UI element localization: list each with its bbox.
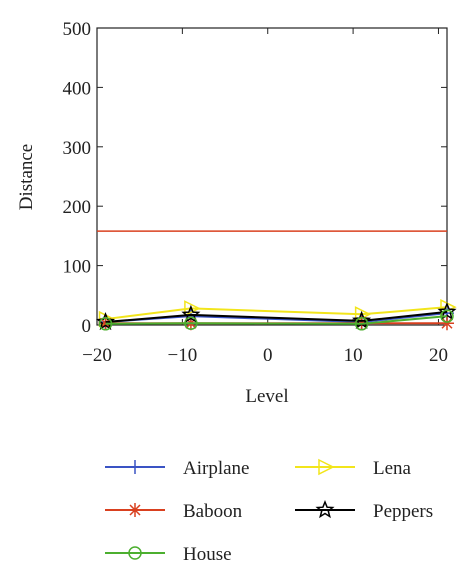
legend-marker bbox=[128, 546, 142, 560]
series bbox=[98, 309, 454, 331]
legend-marker bbox=[128, 503, 142, 517]
marker bbox=[440, 316, 454, 331]
y-axis-label: Distance bbox=[16, 144, 37, 210]
marker bbox=[98, 317, 113, 331]
series-line bbox=[105, 310, 448, 324]
legend-label: Airplane bbox=[183, 458, 249, 479]
y-tick-label: 200 bbox=[63, 197, 92, 218]
legend-marker bbox=[128, 460, 142, 474]
series-line bbox=[105, 306, 448, 321]
marker bbox=[95, 311, 116, 331]
x-tick-label: 20 bbox=[429, 345, 448, 366]
marker bbox=[184, 316, 198, 330]
legend-label: Lena bbox=[373, 458, 412, 479]
series bbox=[98, 298, 457, 328]
x-tick-label: −20 bbox=[82, 345, 112, 366]
x-axis-label: Level bbox=[245, 386, 288, 407]
y-tick-label: 400 bbox=[63, 78, 92, 99]
x-tick-label: 0 bbox=[263, 345, 273, 366]
series-line bbox=[105, 315, 448, 325]
x-tick-label: 10 bbox=[344, 345, 363, 366]
series bbox=[95, 301, 457, 331]
marker bbox=[181, 304, 201, 324]
legend-label: House bbox=[183, 544, 232, 565]
plot-frame bbox=[96, 27, 448, 326]
legend-marker bbox=[315, 499, 335, 519]
y-tick-label: 100 bbox=[63, 257, 92, 278]
legend-marker bbox=[318, 458, 335, 476]
legend-label: Peppers bbox=[373, 501, 433, 522]
y-tick-label: 500 bbox=[63, 19, 92, 40]
y-tick-label: 0 bbox=[82, 316, 92, 337]
x-tick-label: −10 bbox=[168, 345, 198, 366]
y-tick-label: 300 bbox=[63, 138, 92, 159]
marker bbox=[184, 300, 201, 317]
marker bbox=[437, 301, 457, 321]
marker bbox=[440, 309, 454, 323]
legend-label: Baboon bbox=[183, 501, 243, 522]
marker bbox=[354, 317, 369, 331]
